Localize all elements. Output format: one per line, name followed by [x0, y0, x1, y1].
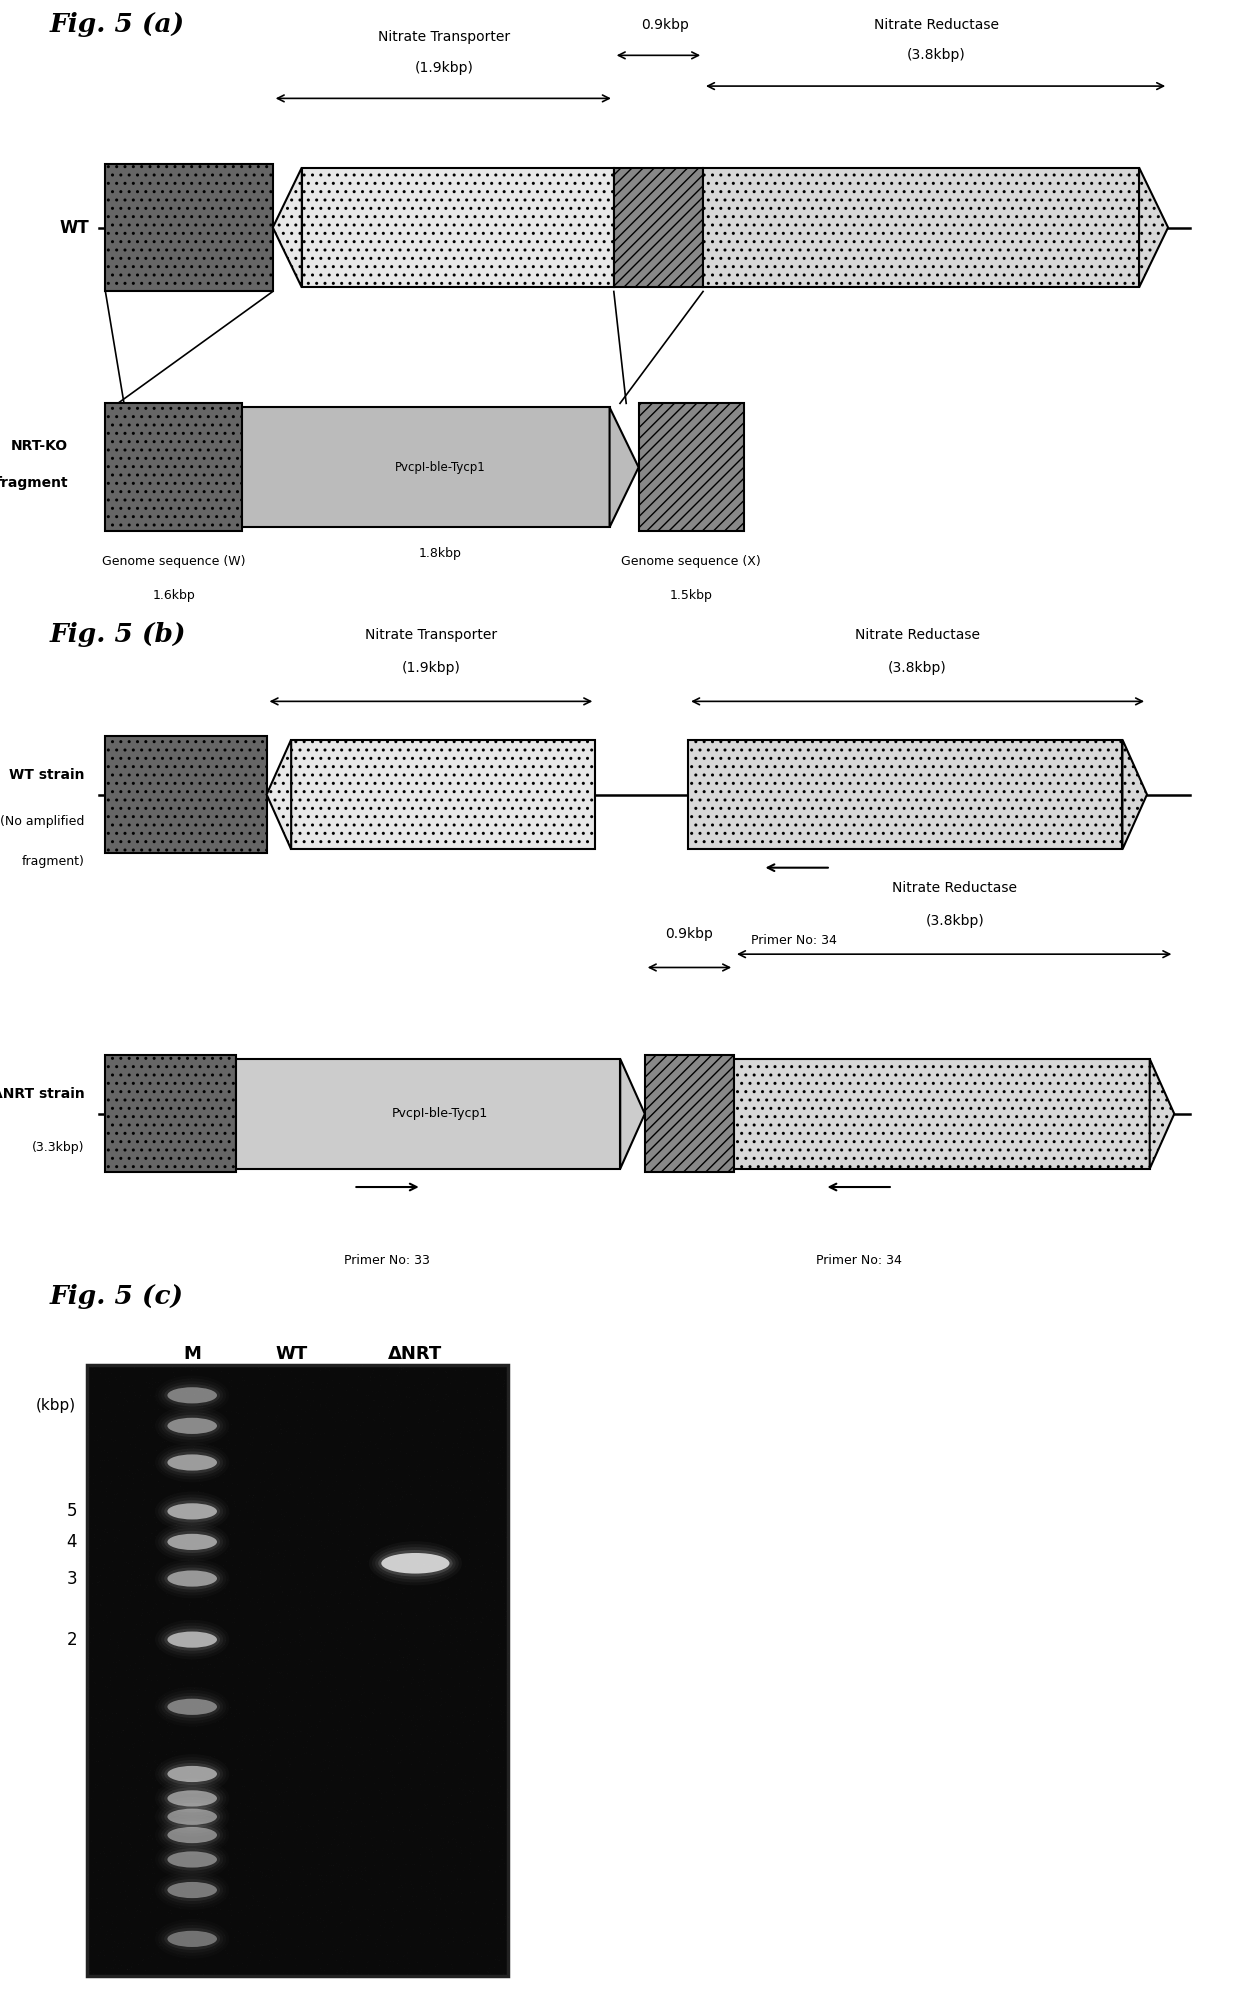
Ellipse shape — [164, 1927, 221, 1949]
Ellipse shape — [167, 1851, 217, 1867]
Text: 5: 5 — [67, 1502, 77, 1520]
Bar — [242, 407, 610, 528]
Text: Nitrate Transporter: Nitrate Transporter — [378, 30, 510, 44]
Bar — [105, 403, 242, 532]
Ellipse shape — [164, 1879, 221, 1901]
Ellipse shape — [167, 1631, 217, 1647]
Bar — [236, 1058, 620, 1169]
Text: WT: WT — [60, 218, 89, 236]
Text: NRT-KO: NRT-KO — [11, 439, 68, 454]
Text: Fig. 5 (c): Fig. 5 (c) — [50, 1284, 184, 1308]
Bar — [105, 1054, 236, 1173]
Polygon shape — [267, 740, 291, 849]
Ellipse shape — [167, 1881, 217, 1899]
Ellipse shape — [381, 1552, 450, 1574]
Ellipse shape — [167, 1699, 217, 1716]
Ellipse shape — [164, 1415, 221, 1437]
Text: fragment: fragment — [0, 476, 68, 490]
Text: Primer No: 34: Primer No: 34 — [750, 933, 837, 948]
Text: (kbp): (kbp) — [36, 1397, 76, 1413]
Ellipse shape — [167, 1454, 217, 1470]
Text: 4: 4 — [67, 1532, 77, 1550]
Text: Primer No: 34: Primer No: 34 — [816, 1254, 903, 1266]
Text: (3.8kbp): (3.8kbp) — [888, 661, 947, 675]
Polygon shape — [1149, 1058, 1174, 1169]
Text: Genome sequence (W): Genome sequence (W) — [102, 554, 246, 569]
Ellipse shape — [164, 1849, 221, 1871]
Text: PvcpI-ble-Tycp1: PvcpI-ble-Tycp1 — [392, 1107, 489, 1121]
Ellipse shape — [164, 1385, 221, 1407]
Text: Fig. 5 (a): Fig. 5 (a) — [50, 12, 185, 38]
Text: Nitrate Reductase: Nitrate Reductase — [856, 627, 980, 641]
Ellipse shape — [167, 1826, 217, 1843]
Bar — [301, 167, 614, 288]
Text: 1.8kbp: 1.8kbp — [419, 546, 461, 560]
Ellipse shape — [167, 1570, 217, 1587]
Text: PvcpI-ble-Tycp1: PvcpI-ble-Tycp1 — [394, 462, 486, 474]
Ellipse shape — [167, 1387, 217, 1403]
Text: 1.6kbp: 1.6kbp — [153, 589, 195, 603]
Polygon shape — [620, 1058, 645, 1169]
Ellipse shape — [167, 1504, 217, 1520]
Text: 1.5kbp: 1.5kbp — [670, 589, 712, 603]
Text: Nitrate Reductase: Nitrate Reductase — [893, 881, 1017, 895]
Text: ΔNRT strain: ΔNRT strain — [0, 1087, 84, 1101]
Bar — [734, 1058, 1149, 1169]
Bar — [614, 167, 703, 288]
Polygon shape — [1140, 167, 1168, 288]
Bar — [639, 403, 744, 532]
Text: (No amplified: (No amplified — [0, 814, 84, 829]
Text: 0.9kbp: 0.9kbp — [641, 18, 688, 32]
Text: Fig. 5 (b): Fig. 5 (b) — [50, 621, 186, 647]
Text: Genome sequence (X): Genome sequence (X) — [621, 554, 760, 569]
Ellipse shape — [167, 1931, 217, 1947]
Text: (1.9kbp): (1.9kbp) — [402, 661, 461, 675]
Text: 3: 3 — [66, 1570, 77, 1587]
Text: 2: 2 — [66, 1631, 77, 1649]
Ellipse shape — [378, 1550, 453, 1577]
Ellipse shape — [164, 1762, 221, 1784]
Bar — [703, 167, 1140, 288]
Text: WT strain: WT strain — [9, 768, 84, 782]
Bar — [105, 736, 267, 853]
Text: (3.3kbp): (3.3kbp) — [32, 1141, 84, 1153]
Polygon shape — [1122, 740, 1147, 849]
Ellipse shape — [167, 1766, 217, 1782]
Text: ΔNRT: ΔNRT — [388, 1345, 443, 1363]
Ellipse shape — [164, 1530, 221, 1552]
Ellipse shape — [164, 1629, 221, 1651]
Ellipse shape — [164, 1806, 221, 1829]
Text: Nitrate Reductase: Nitrate Reductase — [874, 18, 998, 32]
Bar — [688, 740, 1122, 849]
Text: fragment): fragment) — [21, 855, 84, 867]
Bar — [105, 163, 273, 292]
Ellipse shape — [167, 1790, 217, 1806]
Ellipse shape — [164, 1500, 221, 1522]
Text: 0.9kbp: 0.9kbp — [666, 927, 713, 941]
Ellipse shape — [164, 1452, 221, 1474]
Ellipse shape — [164, 1788, 221, 1810]
Ellipse shape — [374, 1546, 456, 1579]
Text: (3.8kbp): (3.8kbp) — [906, 48, 966, 62]
Bar — [645, 1054, 734, 1173]
Text: (1.9kbp): (1.9kbp) — [414, 60, 474, 75]
Bar — [87, 1365, 508, 1976]
Ellipse shape — [164, 1568, 221, 1589]
Text: (3.8kbp): (3.8kbp) — [925, 913, 985, 927]
Text: M: M — [184, 1345, 201, 1363]
Bar — [291, 740, 595, 849]
Ellipse shape — [164, 1695, 221, 1718]
Polygon shape — [610, 407, 639, 528]
Ellipse shape — [167, 1534, 217, 1550]
Ellipse shape — [164, 1824, 221, 1847]
Ellipse shape — [167, 1417, 217, 1433]
Text: Primer No: 33: Primer No: 33 — [343, 1254, 430, 1266]
Ellipse shape — [167, 1808, 217, 1824]
Polygon shape — [273, 167, 301, 288]
Text: Nitrate Transporter: Nitrate Transporter — [366, 627, 497, 641]
Text: WT: WT — [275, 1345, 308, 1363]
